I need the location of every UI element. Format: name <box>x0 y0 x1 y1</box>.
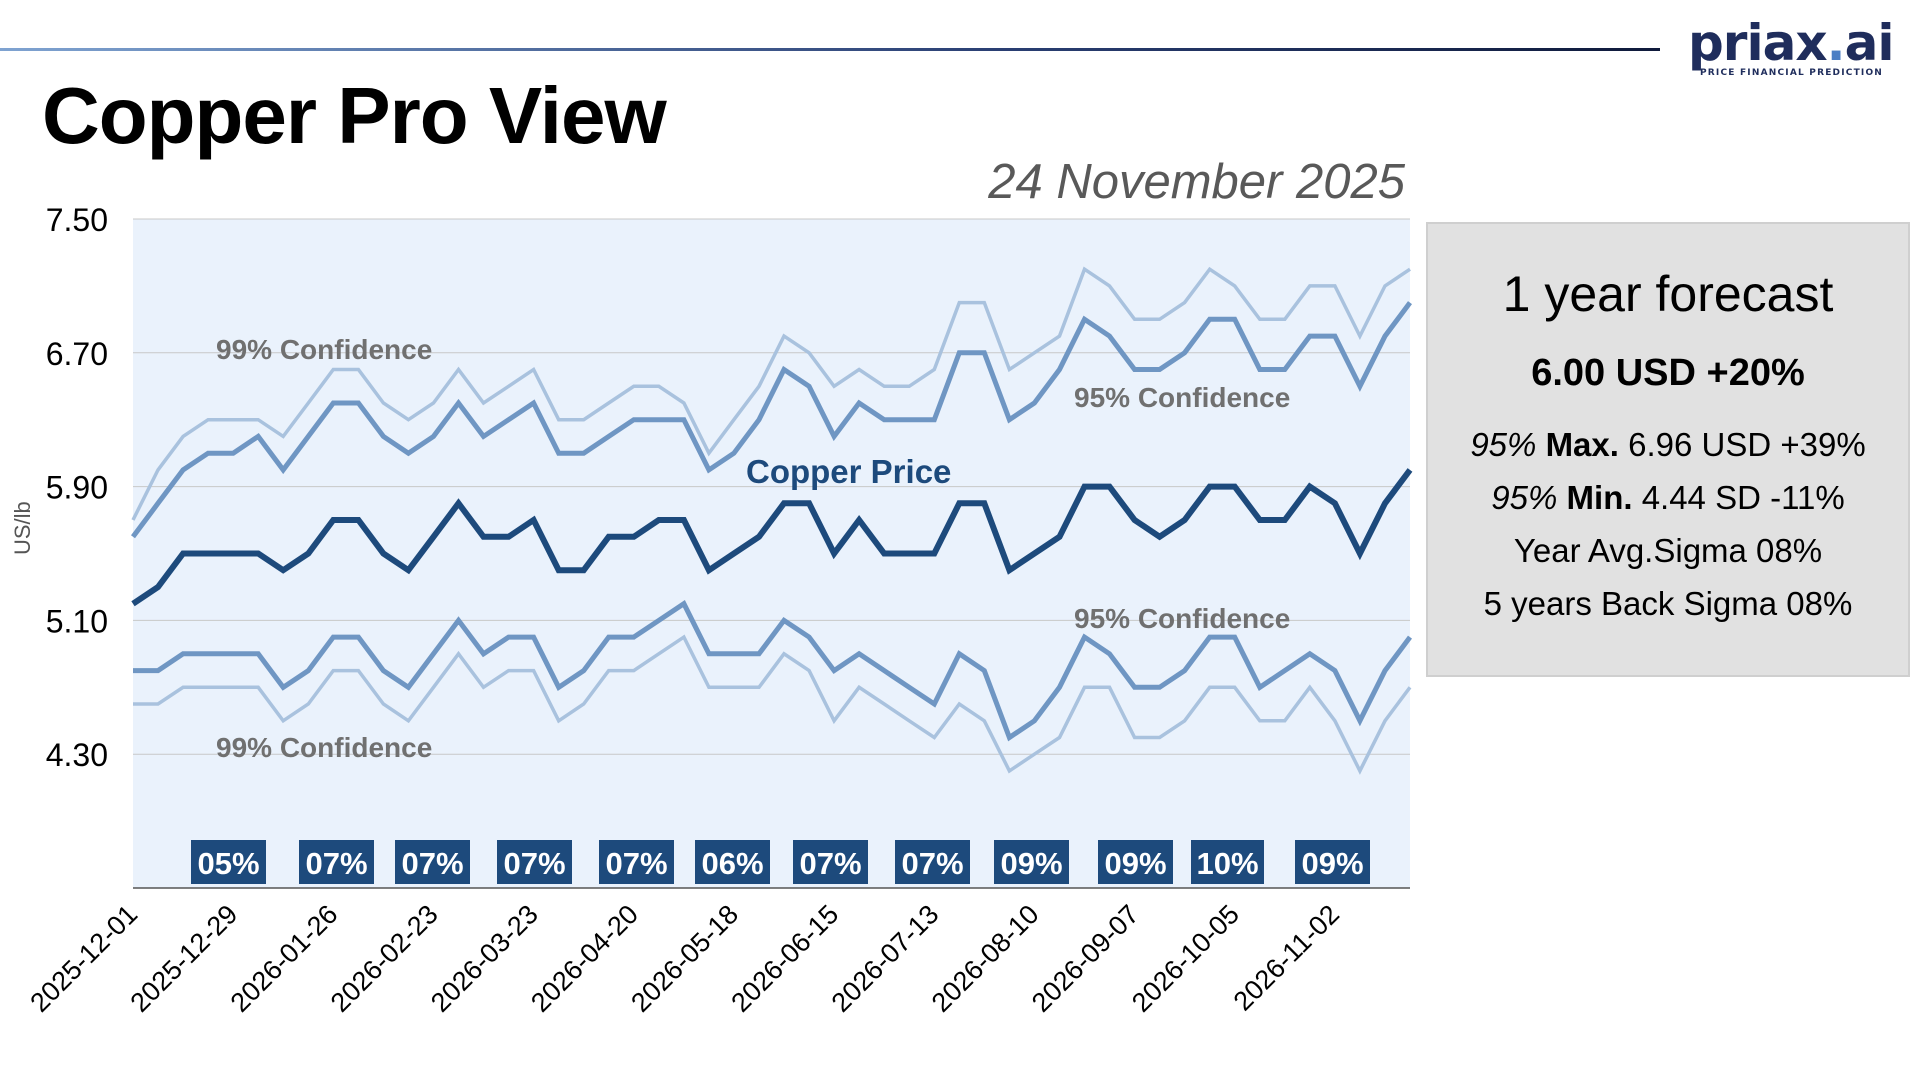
series-line-upper95 <box>130 301 1413 539</box>
sigma-box <box>695 840 770 884</box>
x-tick-label: 2026-09-07 <box>1026 899 1145 1018</box>
max-value: 6.96 USD +39% <box>1628 426 1866 463</box>
forecast-min-row: 95% Min. 4.44 SD -11% <box>1428 471 1908 524</box>
y-tick-label: 6.70 <box>46 336 108 372</box>
sigma-box <box>191 840 266 884</box>
sigma-label: 09% <box>1301 846 1363 881</box>
sigma-box <box>994 840 1069 884</box>
x-tick-label: 2026-07-13 <box>826 899 945 1018</box>
min-word: Min. <box>1566 479 1633 516</box>
sigma-box <box>1098 840 1173 884</box>
sigma-label: 10% <box>1196 846 1258 881</box>
x-tick-label: 2026-01-26 <box>225 899 344 1018</box>
x-tick-label: 2025-12-29 <box>125 899 244 1018</box>
sigma-box <box>895 840 970 884</box>
y-tick-label: 5.90 <box>46 470 108 506</box>
sigma-box <box>1191 840 1264 884</box>
x-tick-label: 2026-05-18 <box>625 899 744 1018</box>
sigma-label: 09% <box>1104 846 1166 881</box>
series-line-upper99 <box>131 266 1411 521</box>
back-sigma: 5 years Back Sigma 08% <box>1483 585 1853 622</box>
page-title: Copper Pro View <box>42 71 667 160</box>
logo-wordmark: priax.ai <box>1688 14 1894 72</box>
forecast-headline: 6.00 USD +20% <box>1531 352 1805 394</box>
sigma-box <box>793 840 868 884</box>
x-axis-ticks: 2025-12-012025-12-292026-01-262026-02-23… <box>24 899 1345 1018</box>
copper-forecast-chart: 7.50 6.70 5.90 5.10 4.30 99% Confidence 95% C… <box>24 202 1413 1018</box>
sigma-label: 07% <box>503 846 565 881</box>
annotation-price: Copper Price <box>746 453 951 490</box>
forecast-panel: 1 year forecast 6.00 USD +20% 95% Max. 6… <box>1426 222 1910 677</box>
logo-tagline: PRICE FINANCIAL PREDICTION <box>1700 68 1884 78</box>
y-tick-label: 4.30 <box>46 737 108 773</box>
forecast-max-row: 95% Max. 6.96 USD +39% <box>1428 418 1908 471</box>
sigma-label: 06% <box>701 846 763 881</box>
priax-logo: priax.ai PRICE FINANCIAL PREDICTION <box>1688 14 1894 84</box>
x-tick-label: 2026-04-20 <box>525 899 644 1018</box>
sigma-box <box>599 840 674 884</box>
y-tick-label: 7.50 <box>46 202 108 238</box>
forecast-title: 1 year forecast <box>1502 266 1834 322</box>
annotation-upper99: 99% Confidence <box>216 334 432 365</box>
x-tick-label: 2025-12-01 <box>24 899 143 1018</box>
sigma-label: 07% <box>401 846 463 881</box>
sigma-label: 07% <box>901 846 963 881</box>
min-confidence-label: 95% <box>1491 479 1558 516</box>
x-tick-label: 2026-02-23 <box>325 899 444 1018</box>
sigma-box <box>299 840 374 884</box>
series-line-lower95 <box>133 600 1413 742</box>
annotation-lower95: 95% Confidence <box>1074 603 1290 634</box>
x-tick-label: 2026-06-15 <box>725 899 844 1018</box>
sigma-label: 07% <box>799 846 861 881</box>
series-line-price <box>131 468 1413 607</box>
max-confidence-label: 95% <box>1470 426 1537 463</box>
sigma-box <box>497 840 572 884</box>
annotation-upper95: 95% Confidence <box>1074 382 1290 413</box>
sigma-label: 09% <box>1000 846 1062 881</box>
x-tick-label: 2026-08-10 <box>926 899 1045 1018</box>
grid-lines <box>133 218 1410 755</box>
header-rule <box>0 48 1660 51</box>
series-line-lower99 <box>133 634 1412 775</box>
y-axis-ticks: 7.50 6.70 5.90 5.10 4.30 <box>46 202 108 773</box>
year-sigma: Year Avg.Sigma 08% <box>1513 532 1823 569</box>
sigma-box <box>395 840 470 884</box>
sigma-labels: 05% 07% 07% 07% 07% 06% 07% 07% 09% 09% 10% 09% <box>191 840 1370 884</box>
annotation-lower99: 99% Confidence <box>216 732 432 763</box>
report-date: 24 November 2025 <box>988 155 1405 209</box>
x-tick-label: 2026-10-05 <box>1126 899 1245 1018</box>
sigma-box <box>1295 840 1370 884</box>
x-tick-label: 2026-11-02 <box>1228 899 1345 1016</box>
sigma-label: 07% <box>605 846 667 881</box>
x-tick-label: 2026-03-23 <box>425 899 544 1018</box>
y-axis-label: US/lb <box>10 501 35 555</box>
sigma-label: 07% <box>305 846 367 881</box>
annotation-group: 99% Confidence 95% Confidence Copper Price… <box>216 334 1290 763</box>
min-value: 4.44 SD -11% <box>1641 479 1845 516</box>
y-tick-label: 5.10 <box>46 603 108 639</box>
sigma-label: 05% <box>197 846 259 881</box>
max-word: Max. <box>1545 426 1619 463</box>
series-group <box>130 266 1413 775</box>
plot-area <box>133 219 1410 888</box>
